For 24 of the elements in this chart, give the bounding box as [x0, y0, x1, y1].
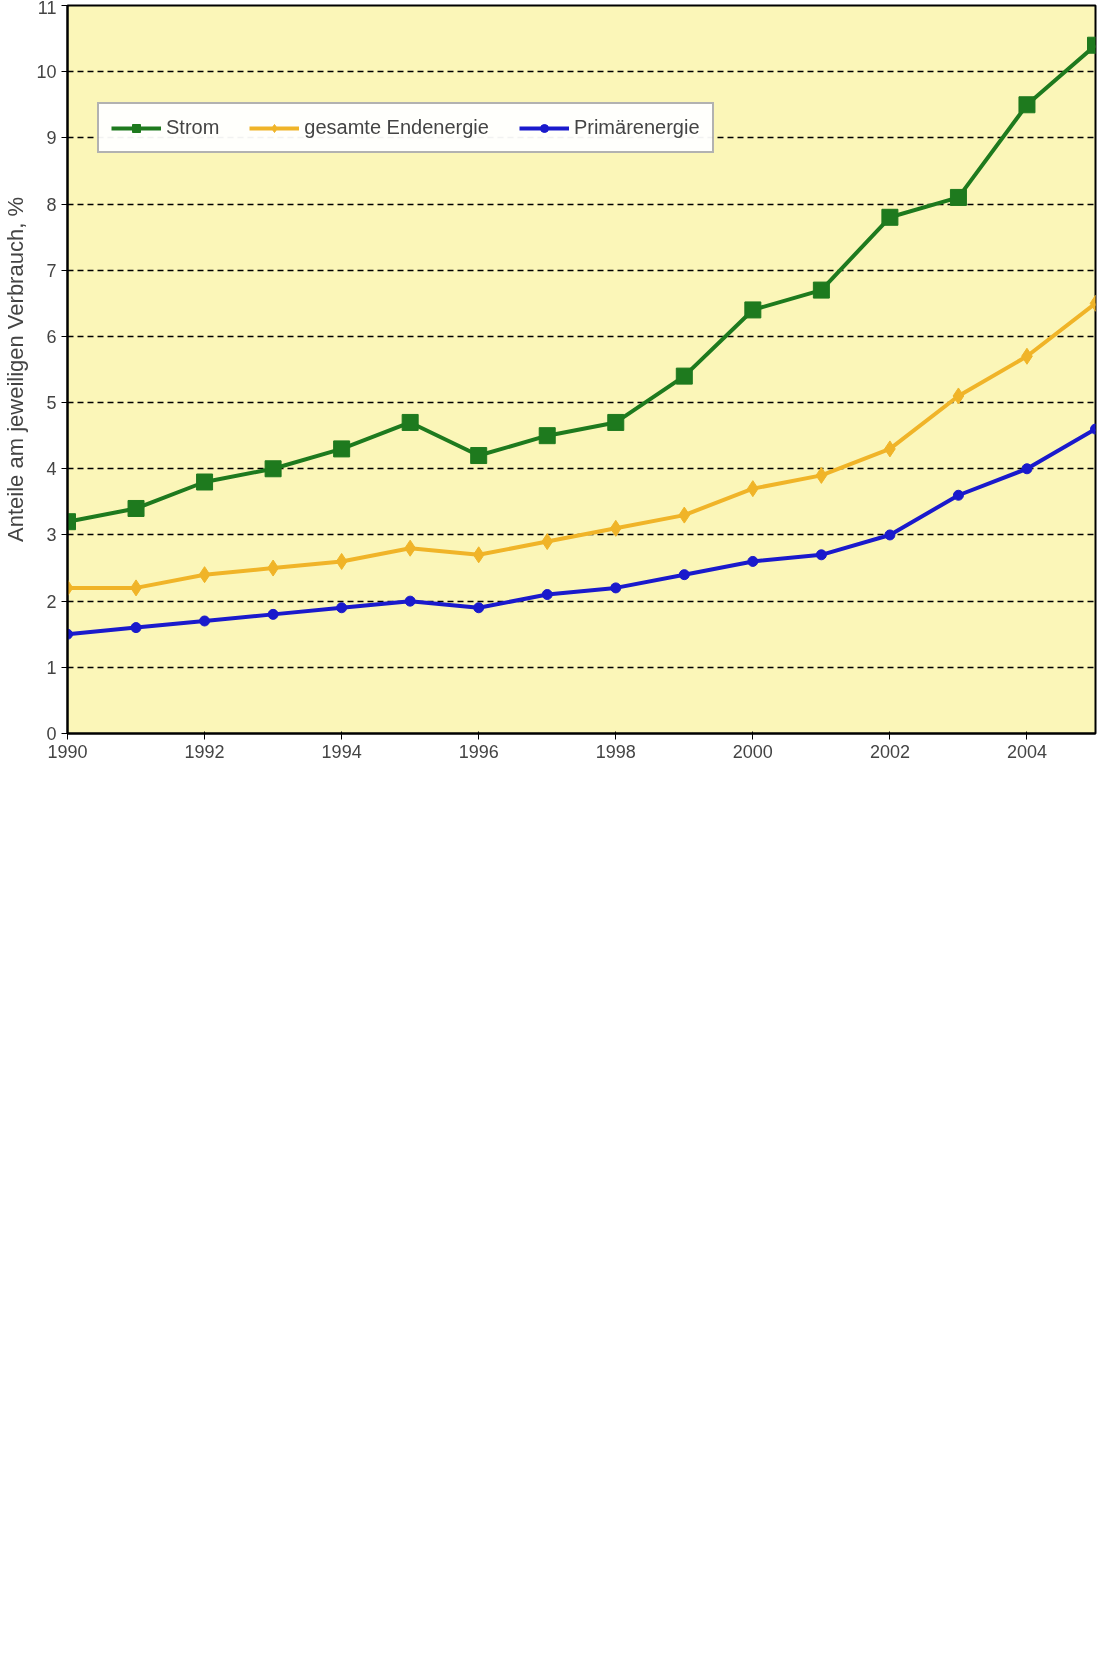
y-tick-label: 5: [46, 393, 57, 414]
y-axis-title: Anteile am jeweiligen Verbrauch, %: [3, 197, 29, 542]
x-tick-label: 1990: [47, 741, 88, 762]
legend-label: Primärenergie: [573, 116, 700, 139]
x-tick-label: 1998: [595, 741, 636, 762]
legend-label: gesamte Endenergie: [304, 116, 489, 139]
legend-label: Strom: [166, 116, 220, 139]
y-tick-label: 3: [46, 525, 57, 546]
x-tick-label: 1992: [184, 741, 225, 762]
x-tick-label: 2002: [869, 741, 910, 762]
x-tick-label: 1996: [458, 741, 499, 762]
y-tick-label: 8: [46, 194, 57, 215]
x-tick-label: 2000: [732, 741, 773, 762]
y-tick-label: 10: [36, 62, 57, 83]
y-tick-label: 1: [46, 657, 57, 678]
y-tick-label: 0: [46, 724, 57, 744]
y-tick-label: 7: [46, 260, 57, 281]
y-tick-label: 11: [37, 0, 57, 18]
y-tick-label: 6: [46, 326, 57, 347]
y-tick-label: 9: [46, 128, 57, 149]
y-tick-label: 2: [46, 591, 57, 612]
x-tick-label: 1994: [321, 741, 362, 762]
y-tick-label: 4: [46, 459, 57, 480]
x-tick-label: 2004: [1006, 741, 1047, 762]
